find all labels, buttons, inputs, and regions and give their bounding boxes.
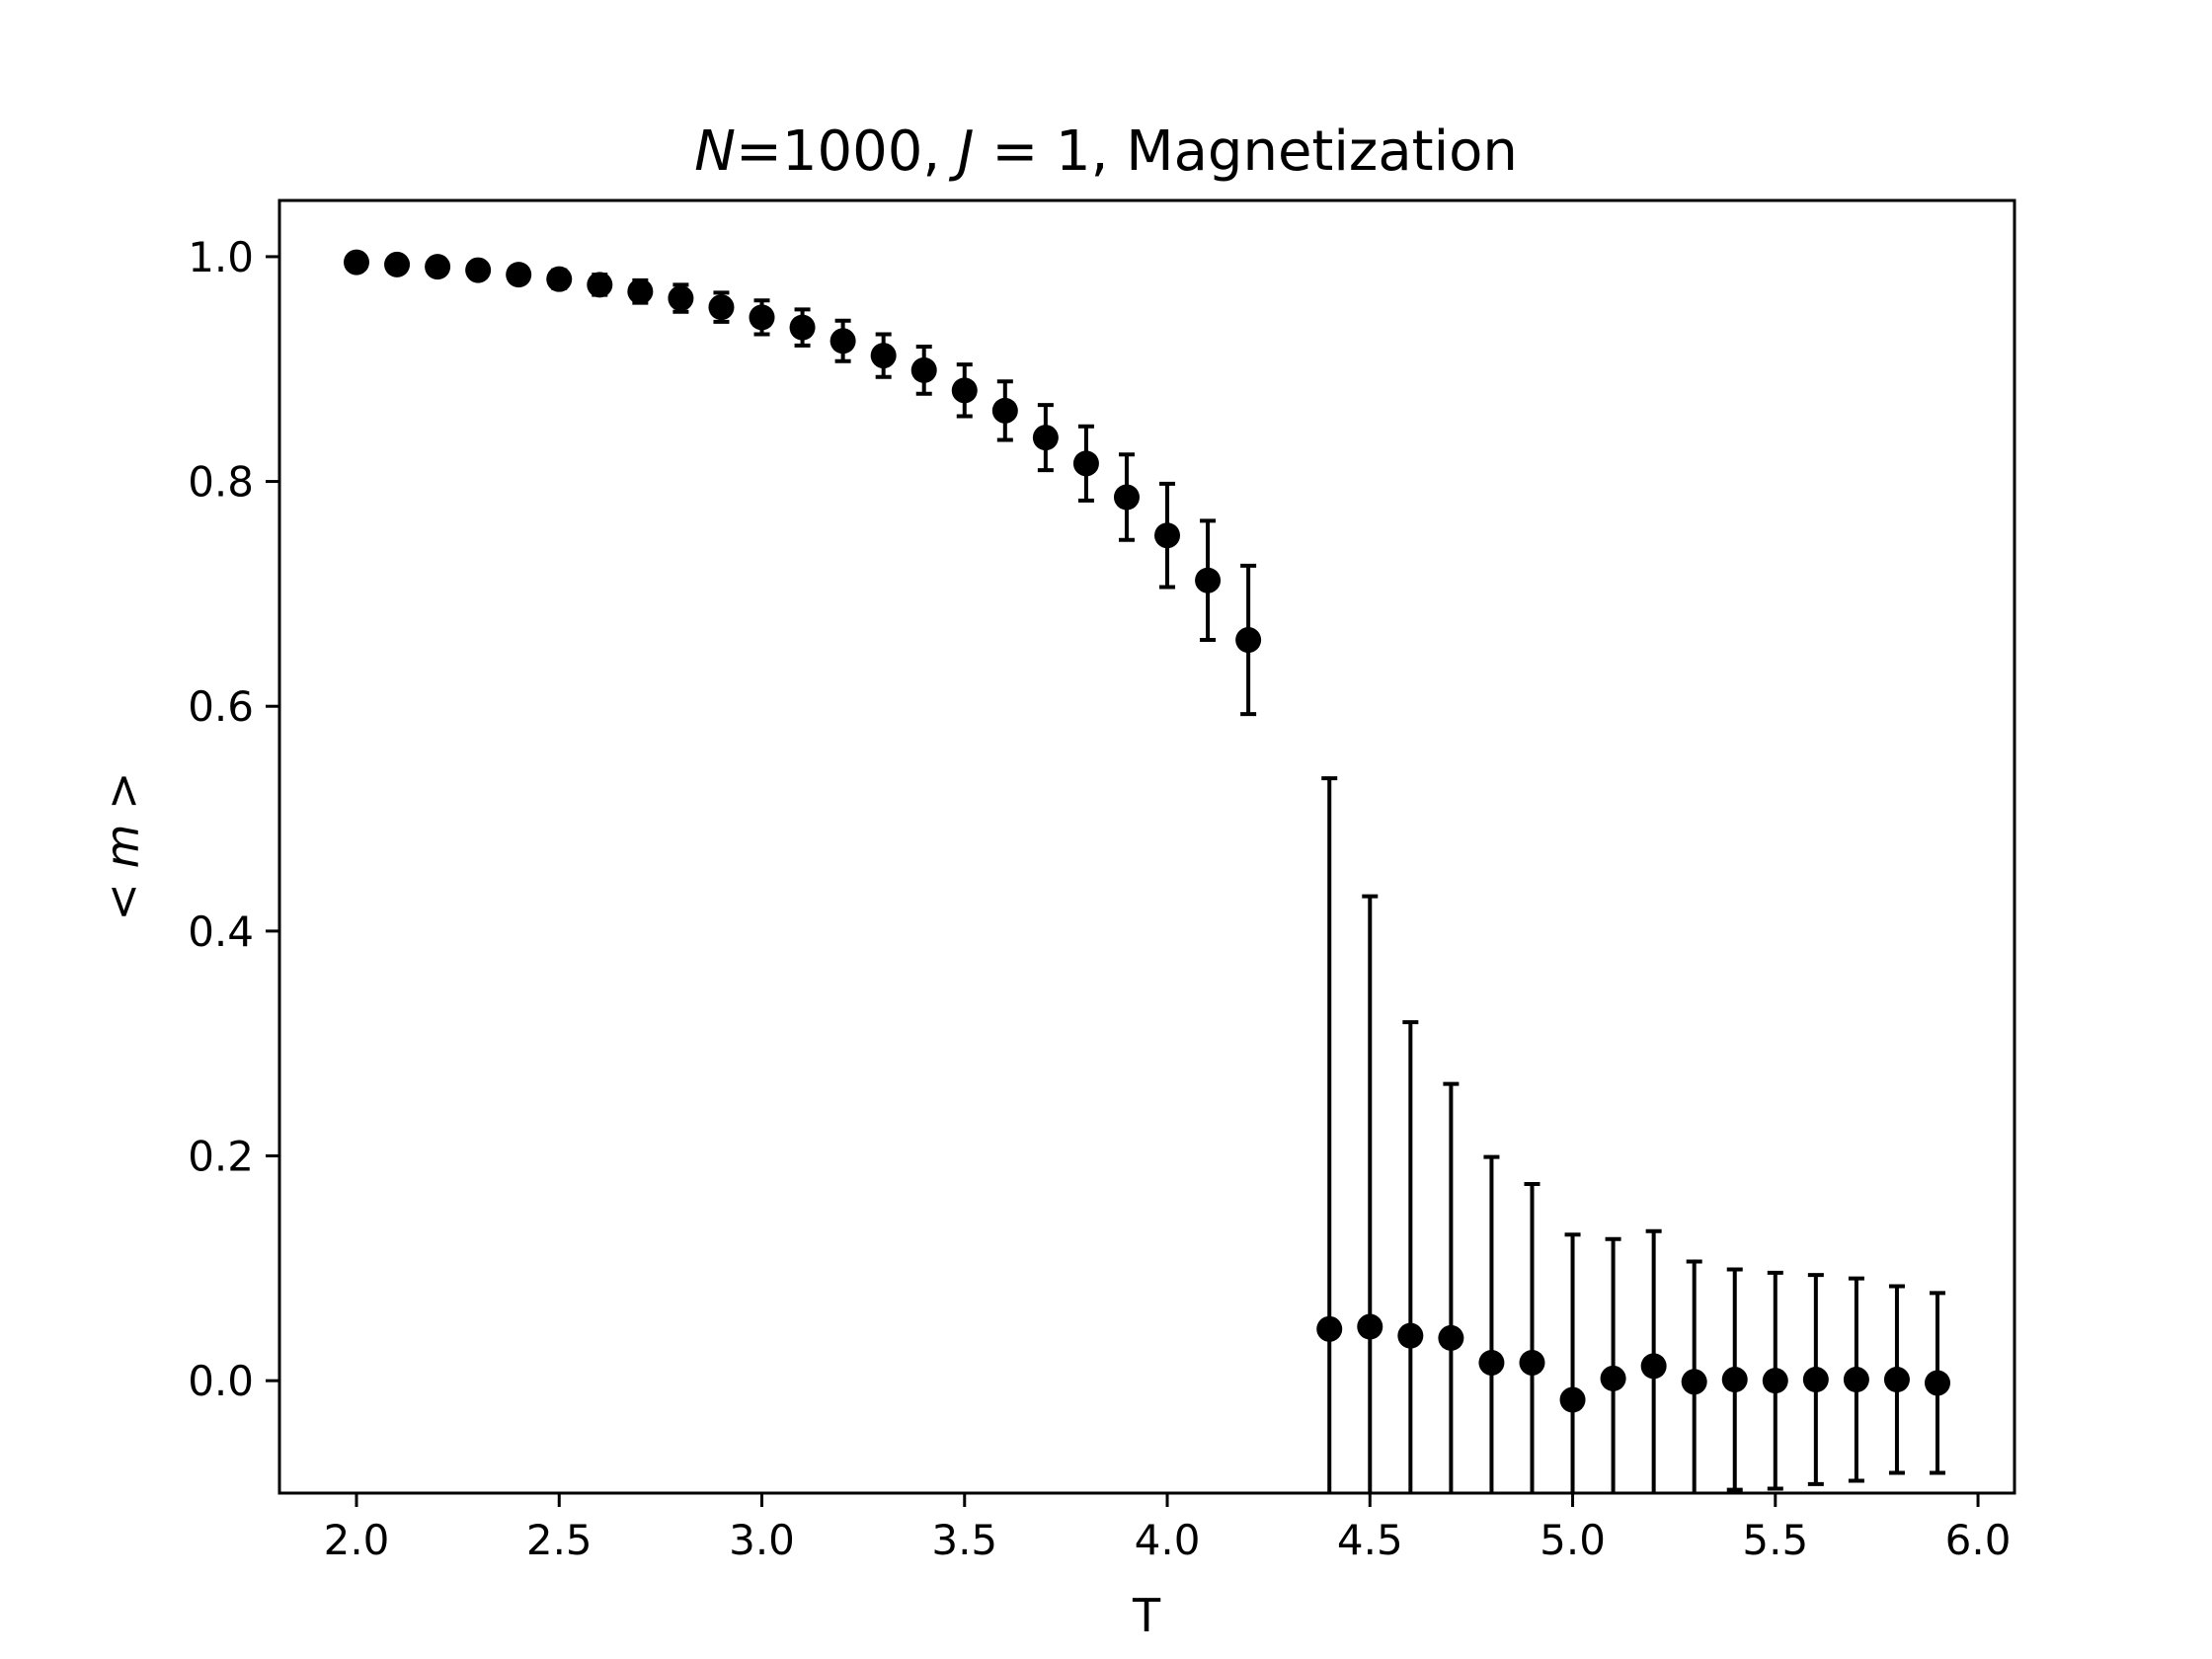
data-point [1478,1349,1505,1376]
y-axis-ticks: 0.0 0.2 0.4 0.6 0.8 1.0 [188,233,279,1405]
data-point [343,249,369,276]
data-point [749,304,775,331]
data-point [384,251,411,277]
x-tick-label: 2.0 [324,1516,390,1564]
data-point [627,278,654,305]
data-point [1154,522,1181,549]
y-tick-label: 0.6 [188,682,254,731]
data-point [465,257,492,283]
data-point [1316,1315,1343,1342]
data-point [1681,1369,1707,1395]
x-axis-ticks: 2.0 2.5 3.0 3.5 4.0 4.5 5.0 5.5 6.0 [324,1493,2012,1564]
y-label-right: > [96,771,149,824]
data-point [1397,1322,1424,1349]
error-bar [1483,1154,1500,1493]
y-tick-label: 0.8 [188,458,254,507]
data-point [1357,1313,1383,1340]
title-n-var: N [694,119,736,184]
data-point [587,272,613,298]
title-j-eq: = 1, Magnetization [975,119,1518,184]
data-point [1762,1368,1788,1394]
y-label-left: < [96,868,149,920]
data-point [1235,627,1262,654]
data-point [546,266,573,292]
data-point [1519,1349,1545,1376]
error-bar [1443,1081,1460,1493]
data-points [343,249,1951,1413]
data-point [668,285,694,312]
error-bar [1564,1232,1581,1493]
y-tick-label: 0.4 [188,908,254,956]
data-point [1640,1353,1667,1380]
data-point [789,314,816,341]
data-point [1883,1367,1910,1393]
x-tick-label: 2.5 [526,1516,592,1564]
data-point [1802,1367,1829,1393]
chart-title: N=1000, J = 1, Magnetization [694,119,1518,184]
data-point [1600,1365,1626,1391]
error-bar [1321,776,1338,1493]
data-point [910,356,937,383]
y-tick-label: 0.0 [188,1357,254,1405]
y-axis-label: < m > [96,771,149,920]
data-point [1195,567,1222,593]
x-tick-label: 4.0 [1135,1516,1201,1564]
data-point [1113,484,1140,511]
x-tick-label: 5.5 [1742,1516,1808,1564]
title-n-eq: =1000, [736,119,958,184]
data-point [1843,1367,1869,1393]
error-bar [1362,894,1379,1493]
data-point [1721,1367,1748,1393]
x-tick-label: 6.0 [1945,1516,2012,1564]
y-label-var: m [96,825,149,869]
plot-frame [277,198,2016,1495]
data-point [1032,425,1059,451]
x-axis-label: T [1132,1589,1161,1642]
data-point [1559,1386,1586,1413]
data-point [1925,1370,1951,1396]
data-point [1438,1324,1464,1351]
x-tick-label: 5.0 [1540,1516,1606,1564]
data-point [425,254,451,280]
data-point [506,262,532,288]
data-point [1072,450,1099,477]
data-point [870,343,897,369]
data-point [708,294,735,321]
data-point [991,397,1018,424]
error-bar [1524,1181,1540,1493]
data-point [830,328,856,355]
x-tick-label: 3.5 [931,1516,997,1564]
error-bar [1402,1020,1419,1493]
x-tick-label: 3.0 [729,1516,795,1564]
y-tick-label: 1.0 [188,233,254,281]
y-tick-label: 0.2 [188,1133,254,1181]
x-tick-label: 4.5 [1337,1516,1403,1564]
data-point [951,377,978,404]
